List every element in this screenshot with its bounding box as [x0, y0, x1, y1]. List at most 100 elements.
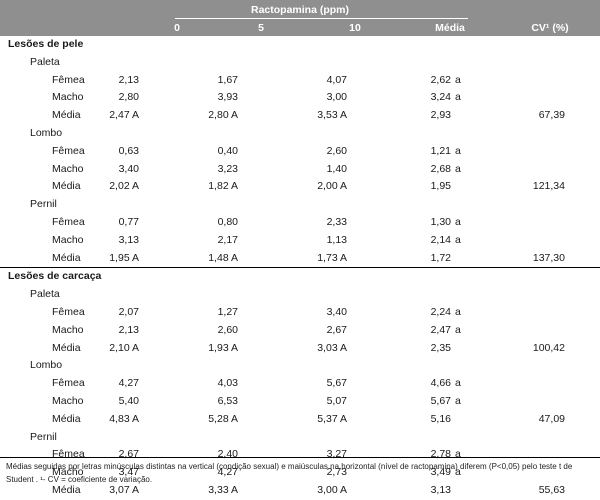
cell-media: 3,24: [430, 91, 451, 104]
cell-ppm-5: 1,48 A: [208, 251, 238, 264]
cell-ppm-10: 3,00: [326, 91, 347, 104]
cell-ppm-10: 1,40: [326, 162, 347, 175]
col-header-5: 5: [258, 22, 264, 34]
row-label: Média: [52, 180, 81, 193]
table-row: Média 1,95 A 1,48 A 1,73 A 1,72 137,30: [0, 250, 600, 268]
cell-ppm-5: 1,93 A: [208, 341, 238, 354]
cell-media: 2,14: [430, 233, 451, 246]
cell-ppm-0: 4,83 A: [109, 412, 139, 425]
group-header: Ractopamina (ppm): [250, 4, 349, 16]
table-row: Média 2,02 A 1,82 A 2,00 A 1,95 121,34: [0, 178, 600, 196]
cell-ppm-0: 2,07: [118, 305, 139, 318]
table-body: Lesões de pele Paleta Fêmea 2,13 1,67 4,07 2,6…: [0, 36, 600, 500]
cell-ppm-0: 2,47 A: [109, 109, 139, 122]
cell-ppm-5: 0,80: [217, 215, 238, 228]
cell-cv: 67,39: [538, 109, 565, 122]
cell-ppm-10: 1,13: [326, 233, 347, 246]
cell-media: 2,68: [430, 162, 451, 175]
row-label: Macho: [52, 91, 84, 104]
col-header-10: 10: [349, 22, 361, 34]
cell-media: 4,66: [430, 377, 451, 390]
cell-ppm-10: 3,40: [326, 305, 347, 318]
row-label: Paleta: [30, 55, 60, 68]
row-label: Pernil: [30, 430, 57, 443]
cell-media-letter: a: [455, 305, 461, 318]
cell-ppm-5: 3,93: [217, 91, 238, 104]
cell-cv: 100,42: [532, 341, 565, 354]
row-label: Lombo: [30, 359, 63, 372]
row-label: Fêmea: [52, 73, 85, 86]
cell-media-letter: a: [455, 377, 461, 390]
cell-ppm-0: 2,80: [118, 91, 139, 104]
row-label: Média: [52, 109, 81, 122]
cell-ppm-5: 3,23: [217, 162, 238, 175]
cell-ppm-0: 4,27: [118, 377, 139, 390]
section-row: Lesões de carcaça: [0, 267, 600, 286]
cell-media-letter: a: [455, 323, 461, 336]
cell-ppm-0: 0,63: [118, 144, 139, 157]
group-header-rule: [175, 18, 468, 19]
cell-media: 2,62: [430, 73, 451, 86]
cell-cv: 121,34: [532, 180, 565, 193]
cell-media-letter: a: [455, 73, 461, 86]
cell-ppm-10: 1,73 A: [317, 251, 347, 264]
table-row: Macho 5,40 6,53 5,07 5,67 a: [0, 393, 600, 411]
cell-ppm-5: 4,27: [217, 466, 238, 479]
cell-ppm-0: 2,13: [118, 73, 139, 86]
row-label: Lesões de carcaça: [8, 270, 102, 283]
cell-media: 1,30: [430, 215, 451, 228]
cell-ppm-5: 6,53: [217, 394, 238, 407]
cell-ppm-10: 5,07: [326, 394, 347, 407]
cell-cv: 137,30: [532, 251, 565, 264]
row-label: Pernil: [30, 198, 57, 211]
subsection-row: Pernil: [0, 429, 600, 447]
row-label: Fêmea: [52, 144, 85, 157]
row-label: Fêmea: [52, 215, 85, 228]
cell-ppm-10: 3,03 A: [317, 341, 347, 354]
cell-ppm-10: 2,60: [326, 144, 347, 157]
col-header-0: 0: [174, 22, 180, 34]
cell-media: 1,72: [430, 251, 451, 264]
section-row: Lesões de pele: [0, 36, 600, 54]
cell-ppm-0: 5,40: [118, 394, 139, 407]
cell-media-letter: a: [455, 394, 461, 407]
cell-ppm-5: 5,28 A: [208, 412, 238, 425]
row-label: Macho: [52, 323, 84, 336]
subsection-row: Paleta: [0, 54, 600, 72]
row-label: Macho: [52, 466, 84, 479]
row-label: Média: [52, 412, 81, 425]
cell-media-letter: a: [455, 233, 461, 246]
cell-media-letter: a: [455, 162, 461, 175]
row-label: Macho: [52, 233, 84, 246]
cell-ppm-5: 4,03: [217, 377, 238, 390]
row-label: Média: [52, 251, 81, 264]
cell-ppm-0: 3,40: [118, 162, 139, 175]
cell-ppm-0: 3,47: [118, 466, 139, 479]
cell-media-letter: a: [455, 144, 461, 157]
footnote: Médias seguidas por letras minúsculas di…: [6, 462, 573, 484]
cell-media: 2,24: [430, 305, 451, 318]
row-label: Paleta: [30, 288, 60, 301]
row-label: Fêmea: [52, 305, 85, 318]
table-row: Macho 3,47 4,27 2,73 3,49 a: [0, 464, 600, 482]
col-header-media: Média: [435, 22, 465, 34]
cell-ppm-0: 0,77: [118, 215, 139, 228]
col-header-cv: CV¹ (%): [531, 22, 569, 34]
cell-ppm-10: 3,53 A: [317, 109, 347, 122]
cell-ppm-0: 2,13: [118, 323, 139, 336]
table-row: Macho 3,13 2,17 1,13 2,14 a: [0, 232, 600, 250]
cell-ppm-5: 2,80 A: [208, 109, 238, 122]
table-header: Ractopamina (ppm) 0 5 10 Média CV¹ (%): [0, 0, 600, 36]
cell-media: 5,67: [430, 394, 451, 407]
cell-media: 5,16: [430, 412, 451, 425]
cell-ppm-5: 1,82 A: [208, 180, 238, 193]
row-label: Lombo: [30, 126, 63, 139]
table-row: Média 2,10 A 1,93 A 3,03 A 2,35 100,42: [0, 340, 600, 358]
table-row: Macho 2,13 2,60 2,67 2,47 a: [0, 322, 600, 340]
cell-media: 2,35: [430, 341, 451, 354]
cell-media: 1,21: [430, 144, 451, 157]
table-row: Fêmea 2,13 1,67 4,07 2,62 a: [0, 72, 600, 90]
subsection-row: Lombo: [0, 125, 600, 143]
row-label: Média: [52, 341, 81, 354]
